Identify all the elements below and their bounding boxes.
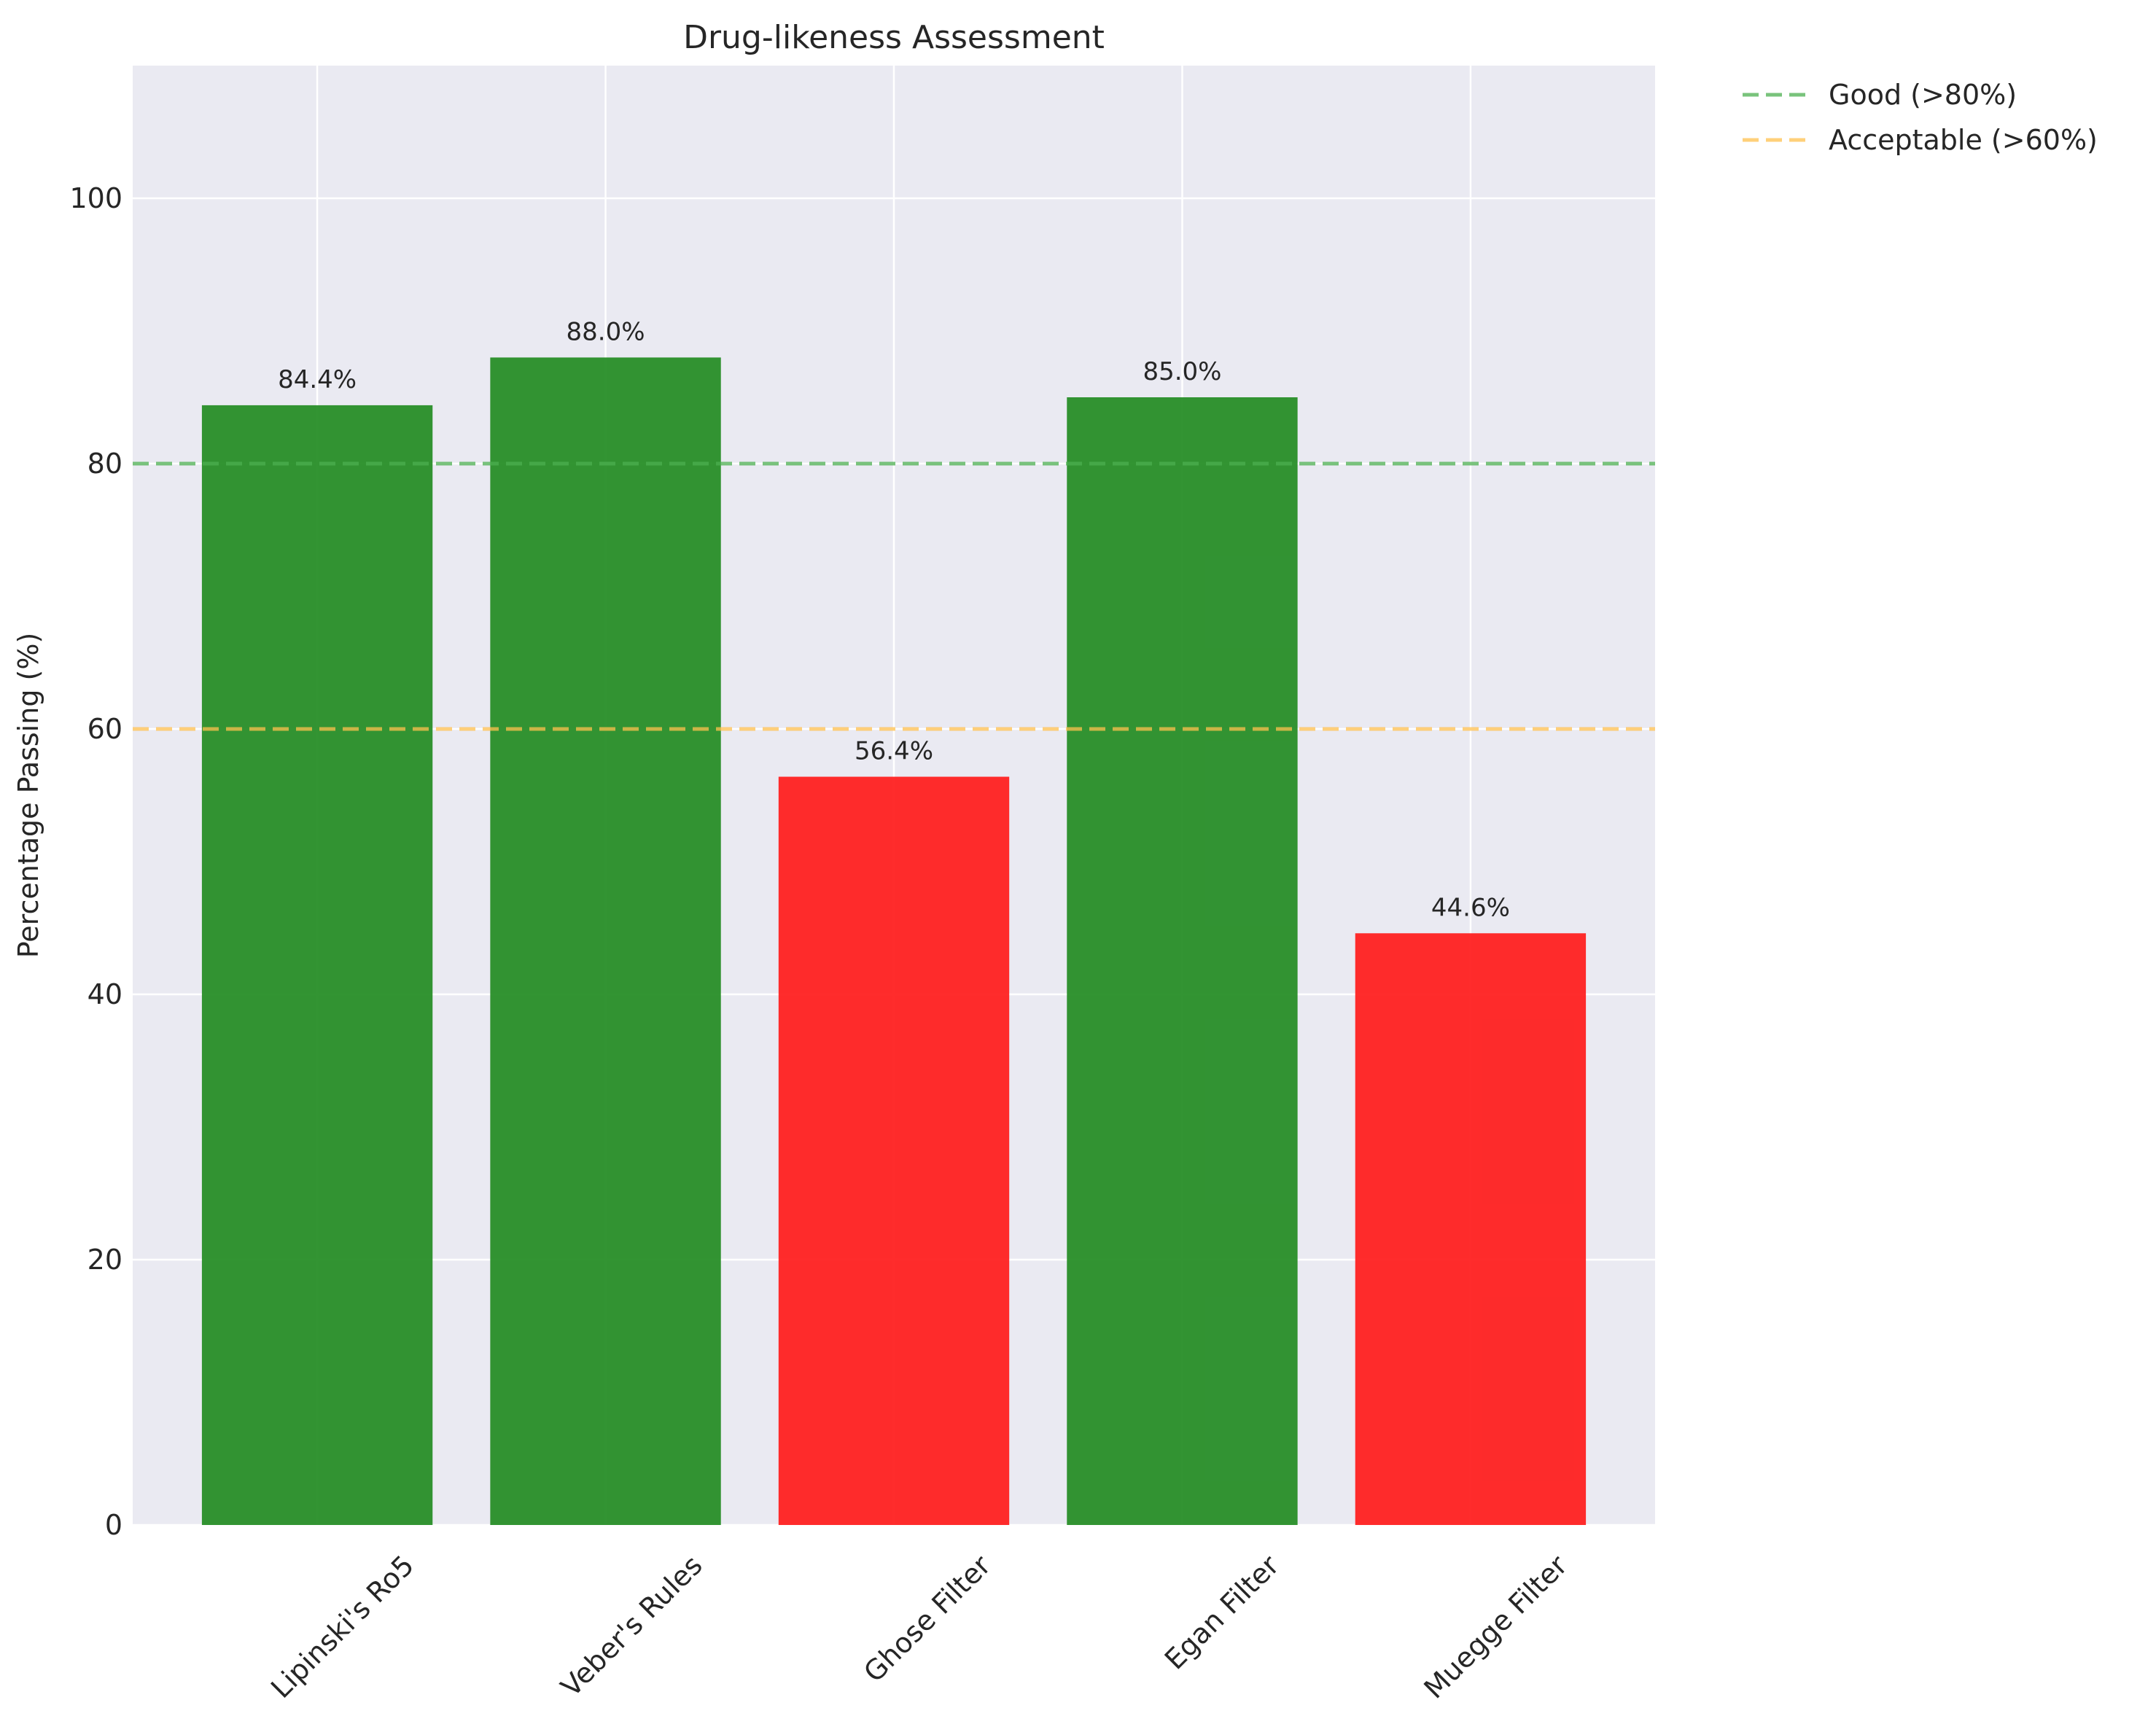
reference-lines (133, 461, 1655, 731)
y-tick-label: 20 (87, 1244, 122, 1276)
bar-data-label: 88.0% (567, 317, 645, 346)
legend-label: Acceptable (>60%) (1829, 124, 2098, 156)
y-axis-ticks: 0 20 40 60 80 100 (69, 182, 122, 1541)
legend: Good (>80%) Acceptable (>60%) (1743, 79, 2098, 156)
bar-data-label: 56.4% (855, 737, 933, 766)
bar (201, 405, 433, 1526)
bar (490, 357, 721, 1525)
y-tick-label: 0 (105, 1509, 122, 1541)
y-tick-label: 40 (87, 978, 122, 1010)
chart-title: Drug-likeness Assessment (683, 19, 1105, 56)
x-tick-label: Muegge Filter (1417, 1549, 1573, 1705)
x-tick-label: Veber's Rules (555, 1549, 709, 1703)
bar-data-label: 85.0% (1143, 357, 1221, 386)
y-tick-label: 60 (87, 713, 122, 745)
bar (1067, 397, 1298, 1525)
x-tick-label: Ghose Filter (857, 1549, 997, 1688)
bars (201, 357, 1587, 1526)
bar (778, 776, 1010, 1525)
bar (1355, 933, 1587, 1525)
bar-data-label: 44.6% (1431, 893, 1510, 922)
x-axis-ticks: Lipinski's Ro5 Veber's Rules Ghose Filter E… (265, 1549, 1573, 1705)
legend-label: Good (>80%) (1829, 79, 2017, 111)
y-tick-label: 80 (87, 448, 122, 480)
y-axis-label: Percentage Passing (%) (12, 633, 44, 959)
data-labels: 84.4% 88.0% 56.4% 85.0% 44.6% (278, 317, 1510, 922)
y-tick-label: 100 (69, 182, 122, 214)
x-tick-label: Egan Filter (1159, 1549, 1285, 1676)
bar-data-label: 84.4% (278, 365, 357, 394)
x-tick-label: Lipinski's Ro5 (265, 1549, 420, 1704)
